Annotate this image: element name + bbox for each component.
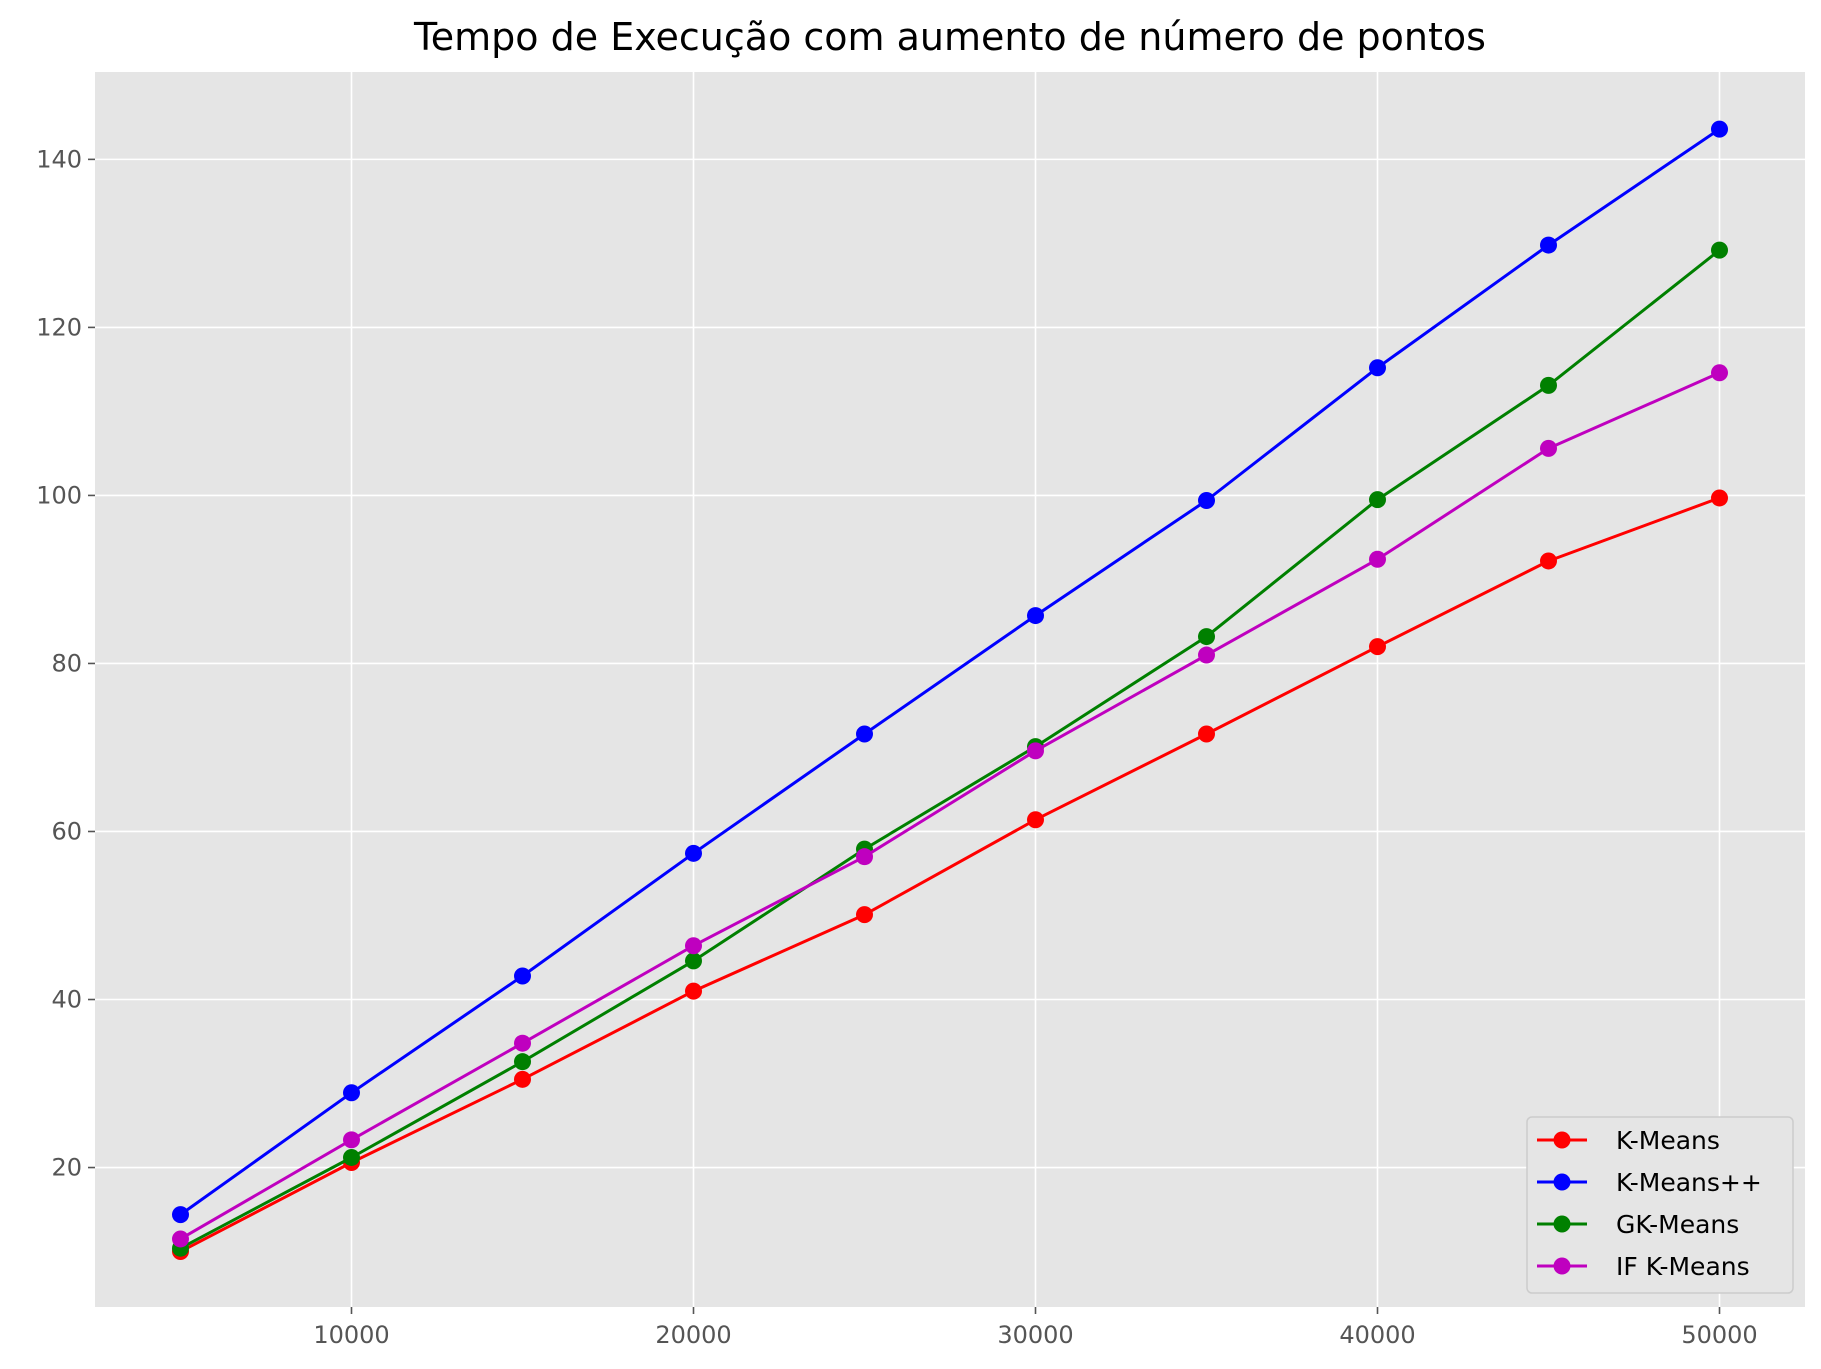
- data-point: [856, 848, 873, 866]
- legend: K-Means K-Means++ GK-Means IF K-Means: [1526, 1116, 1794, 1294]
- legend-item: K-Means: [1537, 1126, 1720, 1155]
- legend-label: IF K-Means: [1616, 1252, 1750, 1281]
- y-tick-label: 120: [36, 313, 82, 341]
- data-point: [343, 1084, 360, 1102]
- x-tick-label: 10000: [313, 1321, 389, 1349]
- legend-label: GK-Means: [1616, 1210, 1739, 1239]
- y-tick-label: 40: [51, 986, 82, 1014]
- legend-marker: [1553, 1173, 1571, 1191]
- data-point: [1711, 120, 1728, 138]
- y-tick-label: 20: [51, 1154, 82, 1182]
- y-tick-label: 60: [51, 817, 82, 845]
- data-point: [172, 1230, 189, 1248]
- data-point: [1711, 241, 1728, 259]
- data-point: [343, 1131, 360, 1149]
- series-line: [179, 371, 1721, 1241]
- chart-title: Tempo de Execução com aumento de número …: [413, 15, 1486, 59]
- x-tick-label: 20000: [655, 1321, 731, 1349]
- series-line: [179, 127, 1721, 1216]
- data-point: [1198, 491, 1215, 509]
- x-tick-label: 40000: [1339, 1321, 1415, 1349]
- y-tick-label: 140: [36, 145, 82, 173]
- data-point: [1711, 364, 1728, 382]
- data-point: [1027, 607, 1044, 625]
- legend-item: K-Means++: [1537, 1168, 1762, 1197]
- data-point: [1369, 491, 1386, 509]
- data-point: [514, 1070, 531, 1088]
- x-axis-ticks: 10000 20000 30000 40000 50000: [313, 1307, 1758, 1349]
- series-k-means-: [172, 120, 1728, 1224]
- data-point: [1369, 550, 1386, 568]
- data-point: [1198, 725, 1215, 743]
- plot-area: [95, 72, 1805, 1307]
- data-point: [172, 1206, 189, 1224]
- legend-marker: [1553, 1215, 1571, 1233]
- series-line: [179, 248, 1721, 1250]
- data-point: [685, 982, 702, 1000]
- data-point: [1198, 646, 1215, 664]
- data-point: [1198, 628, 1215, 646]
- legend-item: GK-Means: [1537, 1210, 1739, 1239]
- grid-lines: [95, 72, 1805, 1307]
- series-line: [179, 496, 1721, 1253]
- data-point: [1027, 811, 1044, 829]
- legend-label: K-Means: [1616, 1126, 1720, 1155]
- x-tick-label: 50000: [1681, 1321, 1757, 1349]
- data-point: [514, 1034, 531, 1052]
- data-point: [1711, 489, 1728, 507]
- data-point: [1369, 359, 1386, 377]
- legend-item: IF K-Means: [1537, 1252, 1750, 1281]
- series-group: [172, 120, 1728, 1261]
- data-point: [343, 1148, 360, 1166]
- data-point: [1540, 439, 1557, 457]
- data-point: [1540, 376, 1557, 394]
- legend-box: [1526, 1116, 1794, 1294]
- y-tick-label: 100: [36, 481, 82, 509]
- y-axis-ticks: 20 40 60 80 100 120 140: [36, 145, 95, 1182]
- legend-label: K-Means++: [1616, 1168, 1762, 1197]
- data-point: [685, 952, 702, 970]
- x-tick-label: 30000: [997, 1321, 1073, 1349]
- legend-marker: [1553, 1131, 1571, 1149]
- data-point: [685, 937, 702, 955]
- data-point: [685, 844, 702, 862]
- data-point: [514, 967, 531, 985]
- data-point: [1027, 742, 1044, 760]
- data-point: [1540, 236, 1557, 254]
- data-point: [514, 1053, 531, 1071]
- data-point: [856, 906, 873, 924]
- data-point: [1540, 552, 1557, 570]
- data-point: [856, 725, 873, 743]
- legend-marker: [1553, 1257, 1571, 1275]
- series-if-k-means: [172, 364, 1728, 1248]
- data-point: [1369, 638, 1386, 656]
- y-tick-label: 80: [51, 649, 82, 677]
